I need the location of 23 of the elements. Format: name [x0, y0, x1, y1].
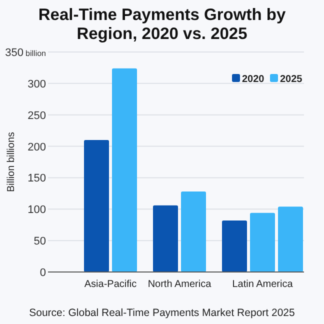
y-tick-label: 50 — [34, 236, 46, 248]
y-tick-label: 350 billion — [5, 47, 46, 59]
y-tick-label: 200 — [28, 141, 46, 154]
bar — [112, 68, 137, 272]
y-tick-label: 150 — [28, 172, 46, 185]
x-tick-label: North America — [148, 279, 212, 290]
bar — [181, 192, 206, 272]
bar — [84, 140, 109, 272]
y-tick-label: 250 — [28, 110, 46, 122]
legend-label: 2025 — [280, 74, 303, 85]
y-axis-title: Billion billions — [6, 132, 17, 192]
y-tick-label: 100 — [28, 204, 46, 216]
x-tick-label: Asia-Pacific — [84, 279, 137, 290]
x-tick-label: Latin America — [232, 279, 294, 290]
bar — [250, 212, 275, 272]
chart-title: Real-Time Payments Growth by Region, 2020 vs. 2025 — [38, 6, 286, 43]
source-note: Source: Global Real-Time Payments Market Report 2025 — [29, 307, 296, 319]
bar — [153, 205, 178, 272]
y-tick-label: 0 — [40, 267, 46, 279]
legend-label: 2020 — [242, 74, 265, 85]
bar — [222, 220, 247, 272]
y-tick-label: 300 — [28, 78, 46, 90]
bar — [278, 206, 303, 272]
